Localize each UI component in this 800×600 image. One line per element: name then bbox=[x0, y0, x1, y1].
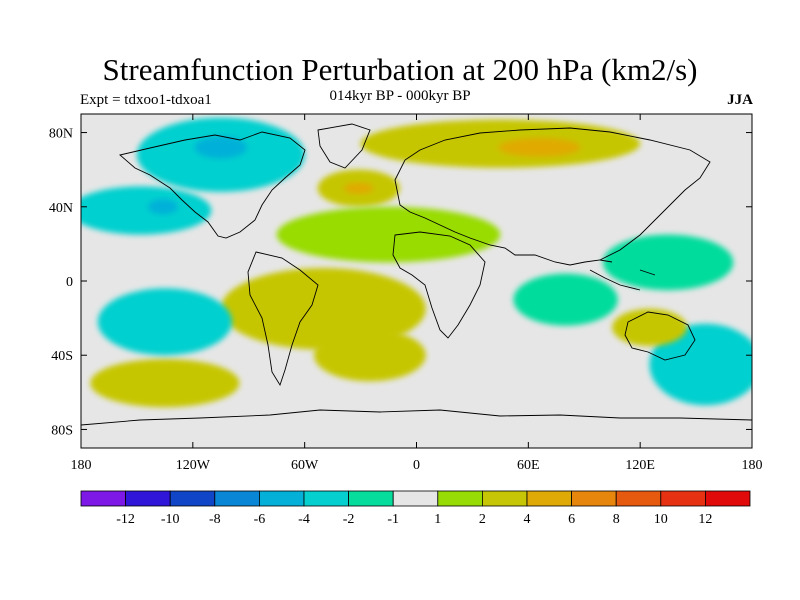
colorbar-swatch-0 bbox=[80, 490, 126, 507]
coastline-north-america bbox=[119, 131, 306, 239]
x-tick-label-6: 180 bbox=[742, 458, 763, 473]
y-tick-label-4: 80S bbox=[51, 423, 73, 438]
coastline-layer bbox=[81, 123, 752, 426]
colorbar-swatch-2 bbox=[169, 490, 216, 507]
colorbar-swatch-13 bbox=[660, 490, 706, 507]
coastline-australia bbox=[624, 311, 696, 361]
colorbar-label-5: -2 bbox=[343, 512, 355, 527]
x-tick-label-5: 120E bbox=[625, 458, 655, 473]
colorbar-swatch-8 bbox=[437, 490, 483, 507]
season-label: JJA bbox=[727, 92, 753, 108]
colorbar-label-0: -12 bbox=[116, 512, 135, 527]
colorbar-label-13: 12 bbox=[698, 512, 712, 527]
anomaly-region-15 bbox=[649, 323, 752, 406]
colorbar-label-10: 6 bbox=[568, 512, 575, 527]
x-tick-label-1: 120W bbox=[176, 458, 211, 473]
colorbar-swatch-6 bbox=[348, 490, 394, 507]
x-tick-label-4: 60E bbox=[517, 458, 540, 473]
y-tick-label-0: 80N bbox=[49, 127, 73, 142]
x-tick-label-3: 0 bbox=[413, 458, 420, 473]
coastline-africa bbox=[392, 231, 486, 339]
colorbar-label-6: -1 bbox=[387, 512, 399, 527]
anomaly-region-17 bbox=[602, 234, 734, 291]
y-tick-label-2: 0 bbox=[66, 275, 73, 290]
colorbar-swatch-3 bbox=[214, 490, 260, 507]
colorbar-label-3: -6 bbox=[254, 512, 266, 527]
colorbar-label-7: 1 bbox=[434, 512, 441, 527]
colorbar-swatch-9 bbox=[481, 490, 528, 507]
colorbar-label-9: 4 bbox=[524, 512, 531, 527]
anomaly-region-8 bbox=[276, 206, 501, 263]
colorbar-swatch-12 bbox=[615, 490, 662, 507]
anomaly-region-4 bbox=[360, 119, 641, 168]
y-tick-label-1: 40N bbox=[49, 201, 73, 216]
colorbar-label-2: -8 bbox=[209, 512, 221, 527]
anomaly-layer bbox=[81, 117, 752, 408]
anomaly-region-2 bbox=[81, 186, 212, 235]
colorbar-swatch-14 bbox=[705, 490, 751, 507]
anomaly-region-10 bbox=[314, 329, 426, 382]
anomaly-region-13 bbox=[146, 312, 195, 343]
coastline-indonesia bbox=[589, 259, 656, 291]
colorbar-label-8: 2 bbox=[479, 512, 486, 527]
colorbar-label-4: -4 bbox=[298, 512, 310, 527]
colorbar-swatch-1 bbox=[125, 490, 171, 507]
colorbar-swatch-11 bbox=[571, 490, 617, 507]
y-tick-label-3: 40S bbox=[51, 349, 73, 364]
colorbar-swatch-5 bbox=[303, 490, 349, 507]
anomaly-region-16 bbox=[612, 308, 687, 346]
anomaly-region-7 bbox=[343, 182, 374, 194]
axis-layer: 180 120W 60W 0 60E 120E 180 80N 40N 0 40S 80S bbox=[49, 114, 763, 473]
x-tick-label-2: 60W bbox=[291, 458, 319, 473]
anomaly-region-14 bbox=[513, 273, 618, 326]
anomaly-region-9 bbox=[220, 268, 426, 350]
colorbar-label-11: 8 bbox=[613, 512, 620, 527]
anomaly-region-11 bbox=[90, 359, 240, 408]
anomaly-region-1 bbox=[194, 136, 247, 159]
coastline-south-america bbox=[247, 251, 319, 387]
colorbar-label-12: 10 bbox=[654, 512, 668, 527]
experiment-label: Expt = tdxoo1-tdxoa1 bbox=[80, 92, 212, 108]
colorbar-swatch-7 bbox=[392, 490, 439, 507]
anomaly-region-3 bbox=[148, 199, 178, 215]
colorbar-swatch-10 bbox=[526, 490, 572, 507]
chart-title: Streamfunction Perturbation at 200 hPa (… bbox=[102, 52, 698, 87]
chart-subtitle: 014kyr BP - 000kyr BP bbox=[329, 88, 471, 104]
coastline-greenland bbox=[317, 123, 371, 169]
coastline-eurasia bbox=[394, 127, 711, 266]
colorbar-label-1: -10 bbox=[161, 512, 180, 527]
x-tick-label-0: 180 bbox=[71, 458, 92, 473]
coastline-antarctica bbox=[81, 409, 752, 426]
colorbar-swatch-4 bbox=[258, 490, 305, 507]
colorbar: -12 -10 -8 -6 -4 -2 -1 1 2 4 6 8 10 12 bbox=[80, 490, 751, 527]
anomaly-region-5 bbox=[498, 138, 581, 157]
